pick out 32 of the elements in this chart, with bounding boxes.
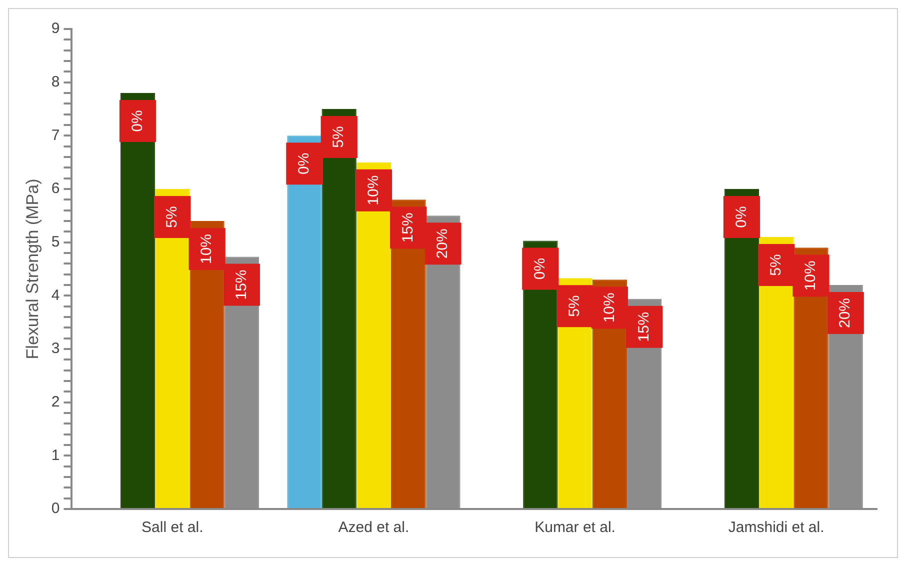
y-tick-label: 7 [51,126,60,144]
y-tick-label: 1 [51,446,60,464]
annotation: 15% [635,312,652,342]
x-tick-label: Jamshidi et al. [728,519,824,536]
annotation: 10% [198,234,216,264]
annotation: 5% [164,206,181,228]
annotation: 10% [364,175,382,206]
annotation: 5% [330,126,348,148]
x-tick-label: Azed et al. [338,519,410,536]
annotation: 10% [600,292,618,323]
annotation: 0% [532,258,549,280]
y-tick-label: 0 [51,500,60,518]
y-tick-label: 9 [51,20,60,38]
y-tick-label: 6 [51,180,60,198]
annotation: 15% [232,270,250,300]
annotation: 0% [296,152,313,175]
y-axis-title: Flexural Strength (MPa) [22,178,42,360]
y-tick-label: 4 [51,286,60,304]
annotation: 20% [836,298,854,328]
annotation: 5% [767,254,784,276]
annotation: 0% [128,110,146,132]
annotation: 20% [434,228,452,259]
y-tick-label: 8 [51,73,60,90]
x-tick-label: Kumar et al. [534,519,616,536]
annotation: 5% [566,295,584,317]
y-tick-label: 3 [51,340,60,358]
annotation: 0% [732,206,750,228]
annotation: 15% [399,212,416,243]
annotation: 10% [802,260,820,291]
y-tick-label: 5 [51,233,60,250]
x-tick-label: Sall et al. [142,519,204,536]
y-tick-label: 2 [51,393,60,410]
